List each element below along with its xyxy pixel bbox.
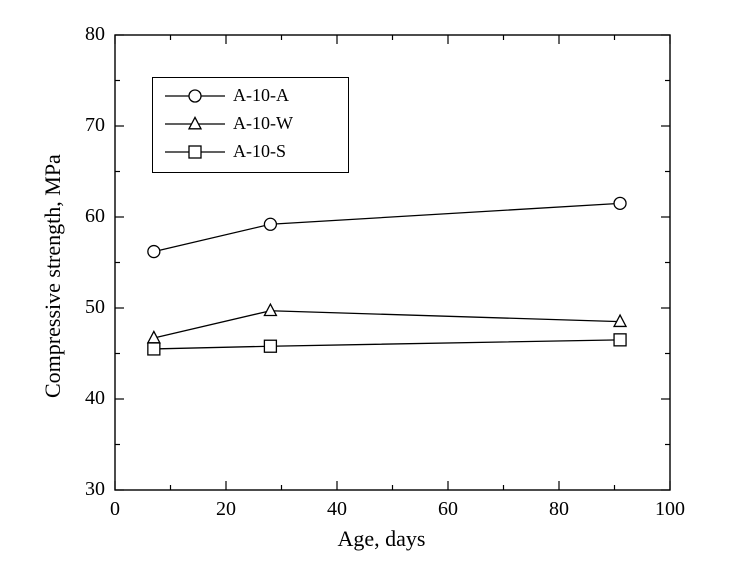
x-tick-label: 40 xyxy=(312,498,362,521)
y-tick-label: 40 xyxy=(55,387,105,410)
legend: A-10-A A-10-W A-10-S xyxy=(152,77,349,173)
x-tick-label: 80 xyxy=(534,498,584,521)
y-tick-label: 50 xyxy=(55,296,105,319)
x-tick-label: 100 xyxy=(645,498,695,521)
y-tick-label: 80 xyxy=(55,23,105,46)
y-tick-label: 60 xyxy=(55,205,105,228)
line-chart xyxy=(0,0,747,568)
y-tick-label: 70 xyxy=(55,114,105,137)
legend-item-label: A-10-A xyxy=(233,85,289,106)
x-axis-label: Age, days xyxy=(338,526,426,552)
x-tick-label: 0 xyxy=(90,498,140,521)
x-tick-label: 20 xyxy=(201,498,251,521)
legend-item-label: A-10-S xyxy=(233,141,286,162)
y-tick-label: 30 xyxy=(55,478,105,501)
legend-item-label: A-10-W xyxy=(233,113,293,134)
chart-container: Compressive strength, MPa Age, days 0 20 4… xyxy=(0,0,747,568)
y-axis-label: Compressive strength, MPa xyxy=(40,154,66,398)
x-tick-label: 60 xyxy=(423,498,473,521)
